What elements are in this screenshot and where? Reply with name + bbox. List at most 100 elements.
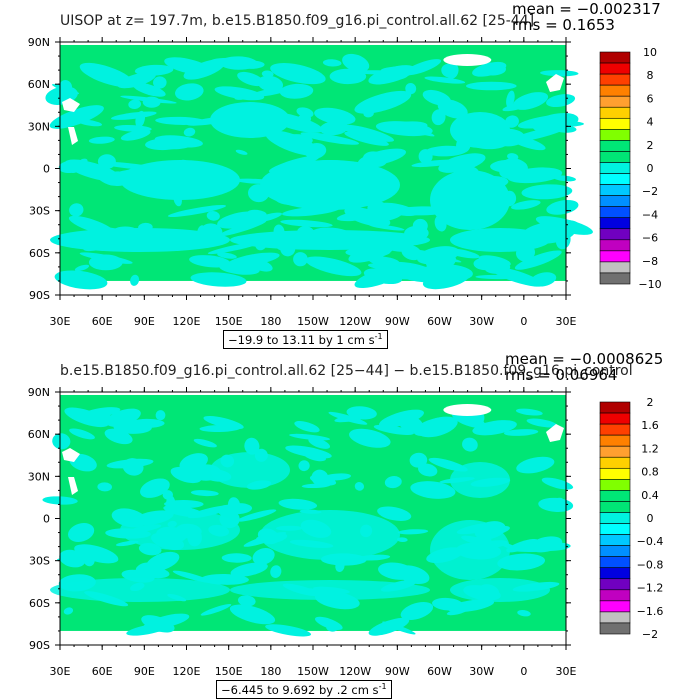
lon-tick-label: 90W	[385, 665, 410, 678]
negative-anomaly-regions	[42, 406, 574, 637]
colorbar-swatch	[599, 611, 631, 624]
colorbar-swatch	[599, 117, 631, 130]
land-patch-west	[62, 98, 80, 112]
colorbar-swatch	[599, 162, 631, 174]
lat-tick-label: 30S	[29, 555, 50, 568]
colorbar-tick-label: −6	[642, 232, 658, 245]
colorbar-swatch	[599, 195, 631, 207]
lat-tick-label: 30N	[28, 470, 50, 483]
colorbar-swatch	[599, 434, 631, 447]
colorbar-swatch	[599, 62, 631, 75]
colorbar-swatch	[599, 228, 631, 241]
longitude-axis: 30E 60E 90E 120E 150E 180 150W 120W 90W 60W 30W 0 30…	[50, 387, 577, 678]
greenland-landmass	[443, 54, 492, 66]
colorbar-swatch	[599, 578, 631, 591]
lon-tick-label: 60W	[427, 665, 452, 678]
panel1-rms: rms = 0.1653	[512, 16, 615, 34]
panel2-range-text: −6.445 to 9.692 by .2 cm s	[221, 682, 379, 697]
lat-tick-label: 90N	[28, 386, 50, 399]
lat-tick-label: 30N	[28, 120, 50, 133]
colorbar-swatch	[599, 250, 631, 263]
colorbar-tick-label: 6	[647, 92, 654, 105]
panel2-range-unit-exponent: -1	[378, 682, 387, 691]
colorbar-swatch	[599, 106, 631, 119]
lat-tick-label: 90S	[29, 289, 50, 302]
colorbar-swatch	[599, 490, 631, 502]
colorbar-swatch	[599, 512, 631, 524]
colorbar-swatch	[599, 51, 631, 64]
colorbar-swatch	[599, 206, 631, 219]
land-patch-east	[546, 74, 564, 92]
lat-tick-label: 60S	[29, 597, 50, 610]
land-patch-small	[68, 127, 78, 145]
colorbar-tick-label: 10	[643, 46, 657, 59]
lat-tick-label: 30S	[29, 205, 50, 218]
longitude-axis: 30E 60E 90E 120E 150E 180 150W 120W 90W 60W 30W 0 30…	[50, 37, 577, 328]
colorbar-tick-label: −8	[642, 255, 658, 268]
panel1-title: UISOP at z= 197.7m, b.e15.B1850.f09_g16.…	[60, 13, 535, 29]
lon-tick-label: 30W	[469, 315, 494, 328]
lat-tick-label: 0	[43, 163, 50, 176]
colorbar-swatch	[599, 545, 631, 557]
colorbar-swatch	[599, 534, 631, 546]
panel2-title: b.e15.B1850.f09_g16.pi_control.all.62 [2…	[60, 363, 633, 379]
colorbar-swatch	[599, 479, 631, 491]
colorbar-swatch	[599, 140, 631, 152]
colorbar-tick-label: 0.8	[641, 466, 659, 479]
greenland-landmass	[443, 404, 492, 416]
colorbar-tick-label: −0.4	[637, 535, 664, 548]
lon-tick-label: 0	[520, 315, 527, 328]
lon-tick-label: 90E	[134, 315, 155, 328]
panel1-range-unit-exponent: -1	[374, 332, 383, 341]
lon-tick-label: 120E	[173, 315, 201, 328]
colorbar-swatch	[599, 467, 631, 480]
colorbar-tick-label: 0.4	[641, 489, 659, 502]
colorbar: 10 8 6 4 2 0 −2 −4 −6 −8 −10	[599, 46, 662, 291]
land-patch-east	[546, 424, 564, 442]
lon-tick-label: 90W	[385, 315, 410, 328]
lon-tick-label: 180	[260, 665, 281, 678]
colorbar-swatch	[599, 456, 631, 469]
colorbar: 2 1.6 1.2 0.8 0.4 0 −0.4 −0.8 −1.2 −1.6 −2	[599, 396, 664, 641]
latitude-axis: 90N 60N 30N 0 30S 60S 90S	[28, 386, 571, 652]
colorbar-swatch	[599, 95, 631, 108]
colorbar-swatch	[599, 173, 631, 185]
colorbar-swatch	[599, 501, 631, 513]
colorbar-swatch	[599, 272, 631, 285]
lat-tick-label: 60N	[28, 78, 50, 91]
lat-tick-label: 90S	[29, 639, 50, 652]
colorbar-tick-label: −0.8	[637, 558, 664, 571]
panel2-rms: rms = 0.06964	[505, 366, 618, 384]
land-patch-west	[62, 448, 80, 462]
colorbar-tick-label: 1.2	[641, 442, 659, 455]
panel1-range-box: −19.9 to 13.11 by 1 cm s-1	[223, 330, 388, 350]
colorbar-swatch	[599, 151, 631, 163]
colorbar-swatch	[599, 589, 631, 602]
colorbar-swatch	[599, 261, 631, 274]
negative-anomaly-regions	[45, 53, 593, 290]
colorbar-tick-label: 2	[647, 139, 654, 152]
colorbar-swatch	[599, 239, 631, 252]
colorbar-swatch	[599, 401, 631, 414]
panel2-mean: mean = −0.0008625	[505, 350, 664, 368]
lon-tick-label: 150W	[297, 665, 329, 678]
lon-tick-label: 30E	[50, 315, 71, 328]
colorbar-swatch	[599, 129, 631, 141]
lat-tick-label: 0	[43, 513, 50, 526]
lat-tick-label: 90N	[28, 36, 50, 49]
colorbar-swatch	[599, 217, 631, 230]
colorbar-tick-label: −1.6	[637, 605, 664, 618]
panel2-range-box: −6.445 to 9.692 by .2 cm s-1	[216, 680, 392, 700]
colorbar-tick-label: 1.6	[641, 419, 659, 432]
lon-tick-label: 180	[260, 315, 281, 328]
colorbar-swatch	[599, 445, 631, 458]
colorbar-swatch	[599, 600, 631, 613]
lon-tick-label: 0	[520, 665, 527, 678]
lat-tick-label: 60S	[29, 247, 50, 260]
lon-tick-label: 120W	[339, 315, 371, 328]
colorbar-tick-label: 8	[647, 69, 654, 82]
latitude-axis: 90N 60N 30N 0 30S 60S 90S	[28, 36, 571, 302]
colorbar-tick-label: −10	[638, 278, 661, 291]
colorbar-swatch	[599, 423, 631, 436]
